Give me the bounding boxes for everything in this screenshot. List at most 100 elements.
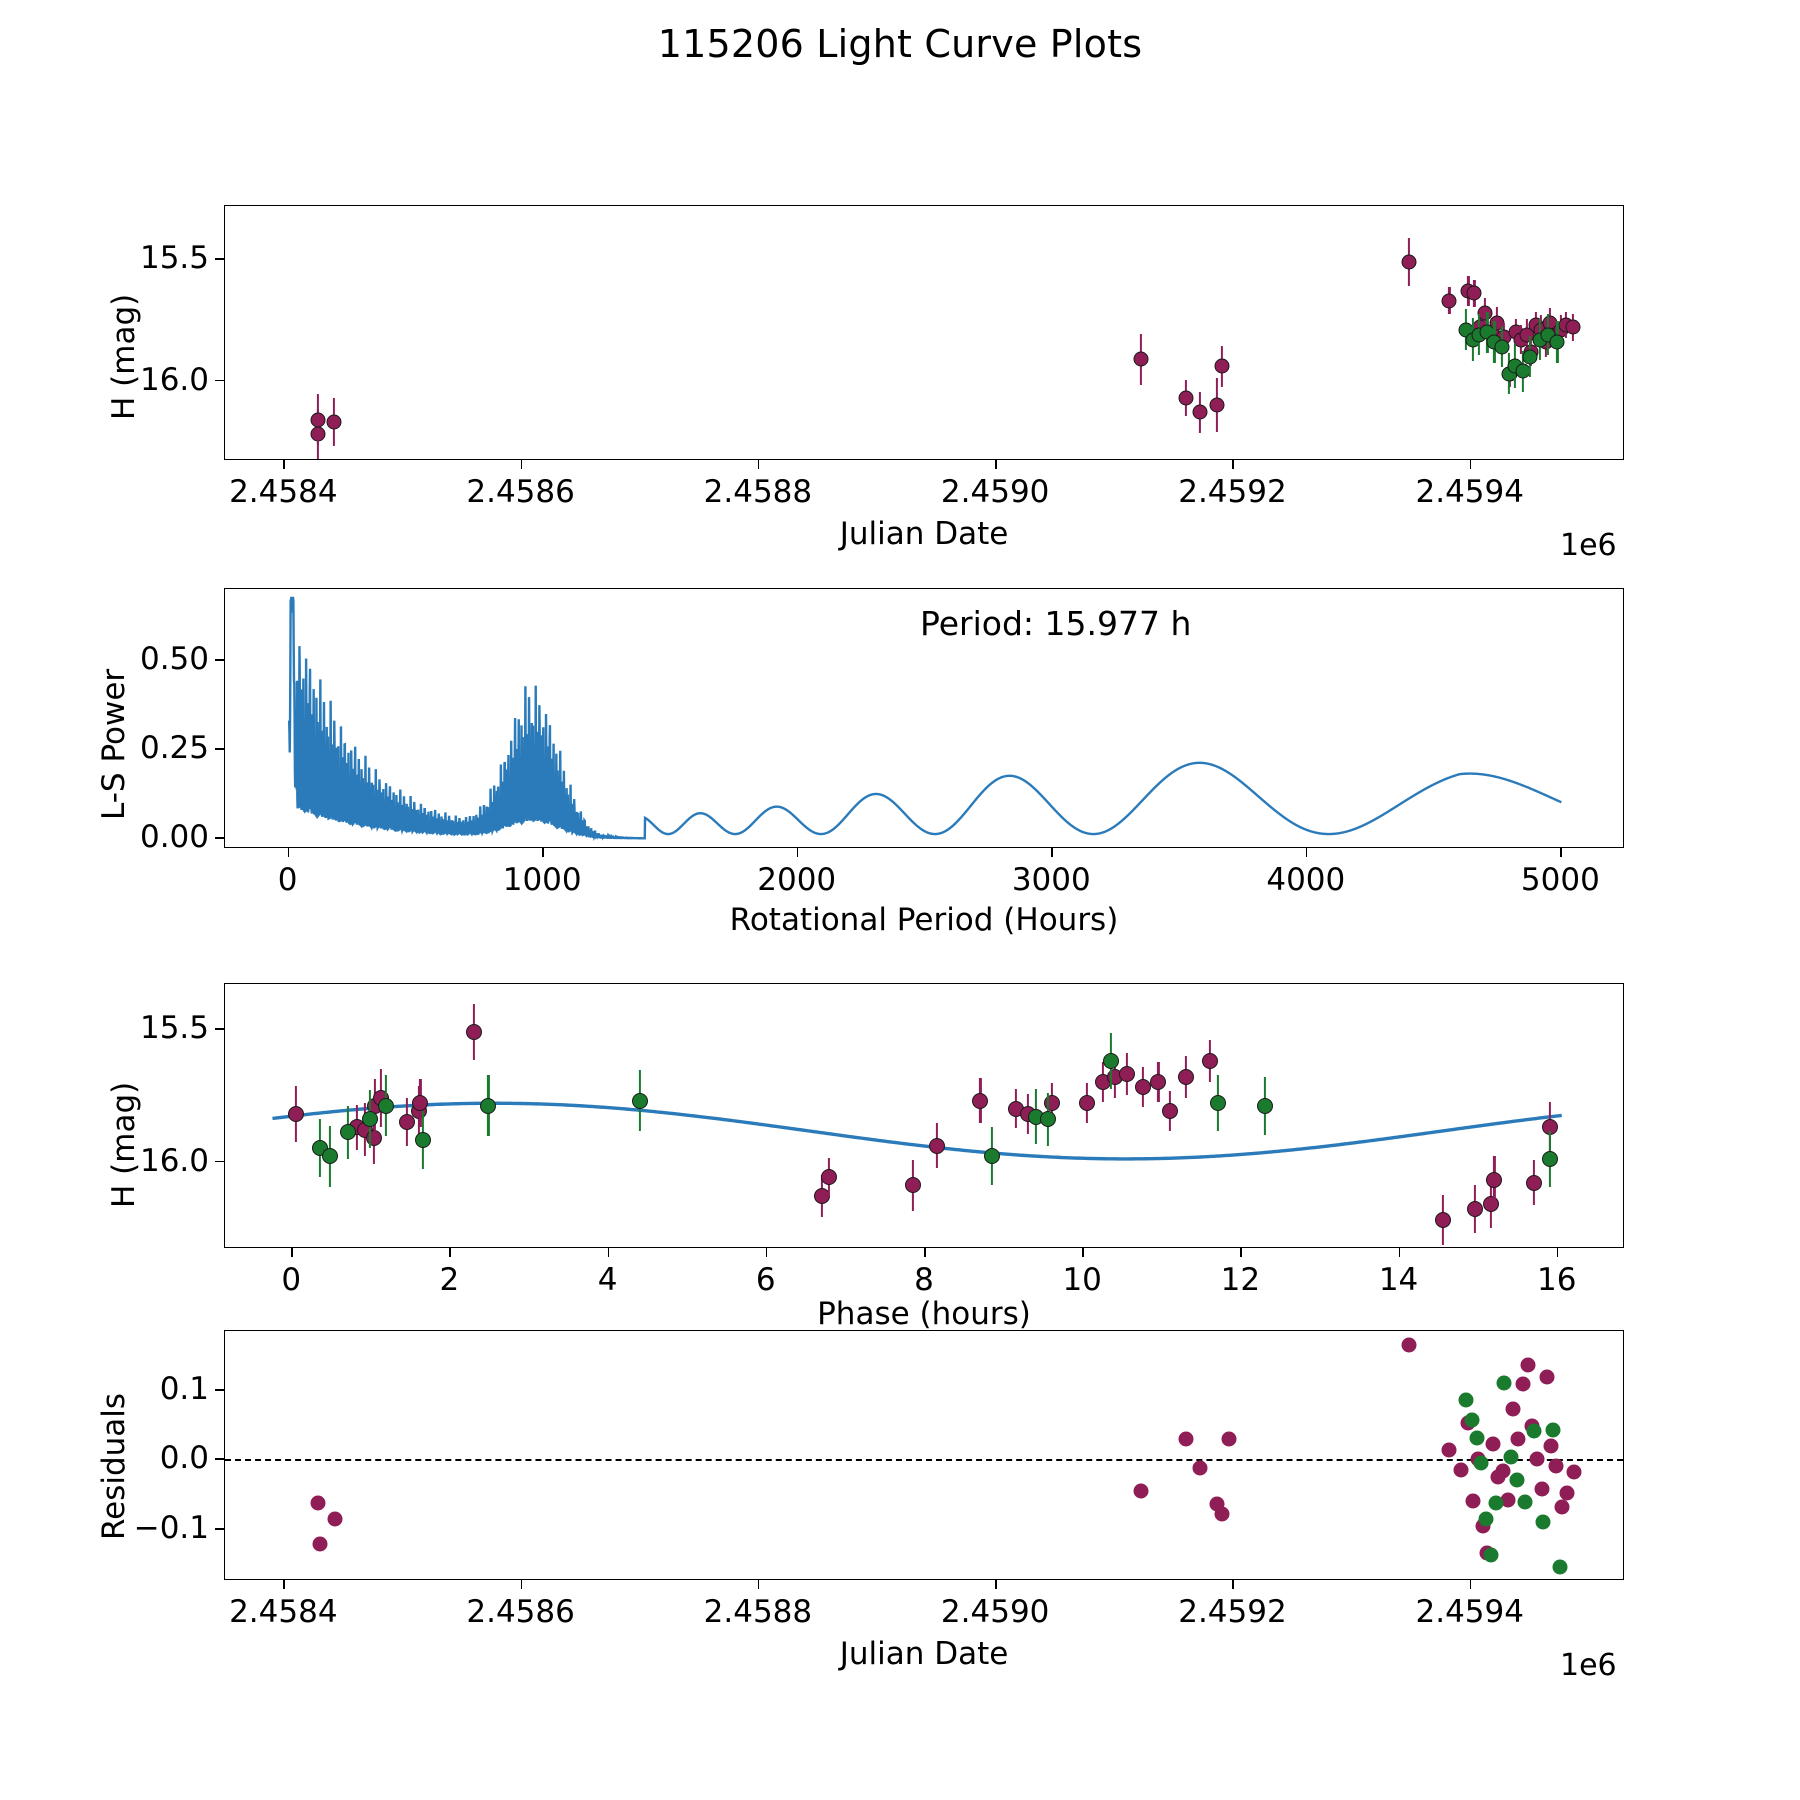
lightcurve-datapoint (1401, 254, 1417, 270)
residuals-datapoint (1503, 1449, 1519, 1465)
residuals-datapoint (1548, 1458, 1564, 1474)
lightcurve-x-tickmark (995, 460, 997, 469)
lightcurve-x-tickmark (1232, 460, 1235, 469)
lightcurve-y-axis-label: H (mag) (106, 293, 142, 420)
periodogram-x-tickmark (1305, 848, 1308, 857)
lightcurve-x-tickmark (1469, 460, 1472, 469)
residuals-datapoint (1539, 1369, 1555, 1385)
phase-folded-datapoint (1466, 1201, 1483, 1218)
phase-folded-x-tickmark (924, 1248, 926, 1257)
phase-folded-datapoint (1162, 1103, 1179, 1120)
lightcurve-y-tickmark (215, 258, 224, 261)
period-annotation: Period: 15.977 h (920, 604, 1192, 643)
periodogram-x-tickmark (1051, 848, 1053, 857)
residuals-datapoint (1133, 1483, 1149, 1499)
phase-folded-datapoint (1435, 1211, 1452, 1228)
lightcurve-x-ticklabel: 2.4584 (229, 474, 338, 510)
residuals-datapoint (1221, 1431, 1237, 1447)
lightcurve-x-tickmark (283, 460, 285, 469)
phase-folded-datapoint (1526, 1174, 1543, 1191)
residuals-x-ticklabel: 2.4588 (703, 1594, 813, 1630)
phase-folded-datapoint (466, 1023, 483, 1040)
residuals-datapoint (1534, 1481, 1550, 1497)
residuals-datapoint (1509, 1472, 1525, 1488)
residuals-x-ticklabel: 2.4592 (1178, 1594, 1287, 1630)
residuals-datapoint (1458, 1392, 1474, 1408)
phase-folded-datapoint (322, 1148, 339, 1165)
residuals-x-tickmark (757, 1580, 760, 1589)
lightcurve-datapoint (1209, 397, 1225, 413)
periodogram-y-ticklabel: 0.25 (139, 730, 209, 767)
periodogram-x-ticklabel: 2000 (757, 862, 837, 898)
phase-folded-datapoint (1257, 1097, 1274, 1114)
periodogram-x-tickmark (287, 848, 290, 857)
phase-folded-datapoint (1134, 1079, 1151, 1096)
lightcurve-datapoint (326, 414, 342, 430)
residuals-datapoint (1178, 1431, 1194, 1447)
phase-folded-x-ticklabel: 4 (597, 1262, 618, 1298)
residuals-datapoint (1505, 1401, 1521, 1417)
phase-folded-datapoint (814, 1188, 831, 1204)
residuals-datapoint (1543, 1438, 1559, 1454)
lightcurve-x-ticklabel: 2.4590 (940, 474, 1050, 510)
phase-folded-x-tickmark (449, 1248, 452, 1257)
lightcurve-datapoint (310, 412, 326, 428)
periodogram-y-ticklabel: 0.00 (139, 819, 209, 856)
lightcurve-datapoint (1133, 351, 1149, 367)
phase-folded-datapoint (1079, 1095, 1096, 1112)
residuals-x-ticklabel: 2.4594 (1415, 1594, 1524, 1630)
phase-folded-x-tickmark (765, 1248, 768, 1257)
lightcurve-datapoint (1565, 319, 1581, 335)
periodogram-x-ticklabel: 0 (277, 862, 298, 898)
residuals-y-tickmark (215, 1458, 224, 1461)
lightcurve-datapoint (1192, 404, 1208, 420)
periodogram-x-tickmark (796, 848, 799, 857)
periodogram-curve (287, 596, 1562, 842)
lightcurve-datapoint (1494, 339, 1510, 355)
lightcurve-x-ticklabel: 2.4594 (1415, 474, 1524, 510)
phase-folded-panel (224, 983, 1624, 1248)
phase-folded-y-ticklabel: 16.0 (139, 1142, 209, 1179)
phase-folded-datapoint (1201, 1052, 1218, 1069)
phase-folded-x-ticklabel: 16 (1537, 1262, 1577, 1298)
residuals-y-ticklabel: 0.1 (159, 1371, 209, 1408)
phase-folded-x-ticklabel: 12 (1220, 1262, 1261, 1298)
phase-folded-x-tickmark (291, 1248, 293, 1257)
residuals-datapoint (327, 1511, 343, 1526)
residuals-y-ticklabel: 0.0 (159, 1440, 209, 1477)
residuals-datapoint (1517, 1494, 1533, 1510)
phase-folded-x-ticklabel: 8 (914, 1262, 934, 1298)
residuals-datapoint (1464, 1412, 1480, 1428)
residuals-datapoint (1545, 1422, 1561, 1438)
periodogram-plot-area (225, 589, 1623, 847)
periodogram-y-tickmark (215, 659, 224, 661)
residuals-datapoint (1552, 1559, 1568, 1575)
phase-folded-x-ticklabel: 0 (281, 1262, 302, 1298)
residuals-x-tickmark (1232, 1580, 1235, 1589)
residuals-datapoint (1510, 1431, 1526, 1447)
residuals-datapoint (1483, 1547, 1499, 1563)
lightcurve-x-offset-label: 1e6 (1560, 528, 1617, 563)
periodogram-x-ticklabel: 3000 (1011, 862, 1091, 898)
phase-folded-x-ticklabel: 2 (439, 1262, 460, 1298)
periodogram-x-tickmark (542, 848, 544, 857)
lightcurve-datapoint (1549, 334, 1565, 350)
phase-folded-datapoint (377, 1097, 394, 1114)
phase-folded-datapoint (414, 1132, 431, 1149)
lightcurve-plot-area (225, 206, 1623, 459)
phase-folded-datapoint (1178, 1068, 1195, 1085)
phase-folded-x-tickmark (1082, 1248, 1084, 1257)
residuals-datapoint (310, 1495, 326, 1511)
phase-folded-datapoint (1482, 1195, 1499, 1212)
residuals-y-tickmark (215, 1527, 224, 1530)
residuals-x-ticklabel: 2.4586 (466, 1594, 575, 1630)
residuals-datapoint (1473, 1455, 1489, 1471)
lightcurve-datapoint (1214, 358, 1230, 374)
residuals-datapoint (312, 1536, 328, 1552)
lightcurve-y-tickmark (215, 379, 224, 382)
phase-folded-y-tickmark (215, 1028, 224, 1030)
lightcurve-datapoint (1178, 390, 1194, 406)
lightcurve-x-ticklabel: 2.4586 (466, 474, 575, 510)
lightcurve-datapoint (1466, 285, 1482, 301)
lightcurve-timeseries-panel (224, 205, 1624, 460)
